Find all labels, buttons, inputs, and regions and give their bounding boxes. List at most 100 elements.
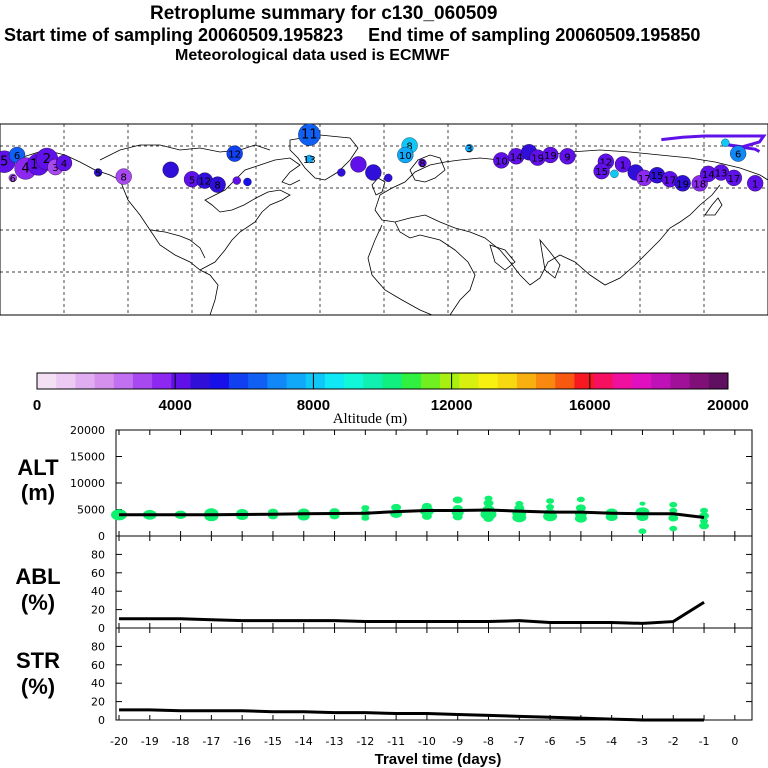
altitude-point <box>361 515 370 521</box>
plume-marker-label: 9 <box>564 152 570 163</box>
plume-marker <box>115 168 132 185</box>
colorbar-swatch <box>612 373 633 389</box>
y-tick-label: 15000 <box>70 451 105 464</box>
x-tick-label: -20 <box>110 735 128 748</box>
x-tick-label: -11 <box>387 735 405 748</box>
plume-marker <box>674 175 691 192</box>
plume-marker <box>305 154 314 164</box>
plume-marker-label: 19 <box>544 151 557 162</box>
colorbar-swatch <box>152 373 172 389</box>
plume-marker-label: 18 <box>693 179 706 190</box>
colorbar-swatch <box>209 373 230 389</box>
colorbar-swatch <box>132 373 153 389</box>
colorbar-swatch <box>344 373 364 389</box>
x-tick-label: -17 <box>202 735 220 748</box>
colorbar-swatch <box>420 373 441 389</box>
plume-marker-label: 1 <box>620 160 626 171</box>
altitude-point <box>361 505 370 511</box>
plume-marker-label: 12 <box>228 150 241 161</box>
plume-marker-label: 8 <box>214 181 220 192</box>
y-tick-label: 80 <box>91 640 105 653</box>
plume-marker <box>610 169 619 179</box>
plume-marker <box>465 144 474 153</box>
x-tick-label: -2 <box>668 735 679 748</box>
x-axis-label: Travel time (days) <box>375 751 502 768</box>
colorbar-swatch <box>94 373 115 389</box>
y-tick-label: 80 <box>91 548 105 561</box>
panel-ylabel: (%) <box>21 590 55 615</box>
plume-marker-label: 8 <box>419 159 425 170</box>
plume-marker-label: 4 <box>61 159 67 170</box>
plume-marker <box>365 164 382 181</box>
panel-frame <box>115 627 753 721</box>
colorbar-tick-label: 8000 <box>297 397 330 414</box>
plume-marker <box>350 156 367 173</box>
colorbar-tick-label: 20000 <box>707 397 749 414</box>
mean-line <box>119 508 705 519</box>
panel-ylabel: (m) <box>21 480 55 505</box>
colorbar-swatch <box>228 373 249 389</box>
altitude-point <box>546 504 555 510</box>
retroplume-map: 5641723465851281112138108310141919912151… <box>0 123 768 316</box>
plume-marker-label: 6 <box>10 174 16 185</box>
plume-marker-label: 8 <box>406 142 412 153</box>
plume-marker-label: 14 <box>702 170 715 181</box>
plume-marker-label: 10 <box>495 156 508 167</box>
altitude-point <box>669 525 678 532</box>
altitude-point <box>452 496 463 504</box>
y-tick-label: 20 <box>91 696 105 709</box>
str-panel: 80 60 40 20 0 STR(%) <box>16 627 753 727</box>
panel-ylabel: STR <box>16 648 60 673</box>
colorbar-swatch <box>37 373 57 389</box>
plume-marker <box>298 123 321 146</box>
altitude-point <box>639 501 646 506</box>
colorbar-tick-label: 0 <box>33 397 41 414</box>
plume-marker-label: 5 <box>189 175 195 186</box>
plot-title: Retroplume summary for c130_060509 <box>150 3 498 24</box>
plume-marker-label: 17 <box>638 174 651 185</box>
mean-line <box>119 600 705 625</box>
colorbar-swatch <box>708 373 729 389</box>
y-tick-label: 0 <box>98 714 105 727</box>
colorbar-swatch <box>248 373 268 389</box>
plume-marker-label: 5 <box>0 155 8 170</box>
panel-ylabel: ALT <box>17 455 59 480</box>
colorbar-swatch <box>440 373 460 389</box>
x-tick-label: -13 <box>326 735 344 748</box>
colorbar-tick-label: 4000 <box>159 397 192 414</box>
colorbar-swatch <box>363 373 383 389</box>
plume-marker <box>384 173 393 183</box>
y-tick-label: 0 <box>98 622 105 635</box>
plume-marker <box>232 176 241 185</box>
plume-marker-label: 12 <box>599 158 612 169</box>
colorbar-swatch <box>113 373 134 389</box>
altitude-point <box>546 498 555 504</box>
colorbar-swatch <box>56 373 76 389</box>
plume-marker-label: 3 <box>466 144 472 155</box>
x-tick-label: -8 <box>483 735 494 748</box>
x-tick-label: -5 <box>575 735 586 748</box>
colorbar-swatch <box>75 373 96 389</box>
plume-marker-label: 3 <box>52 163 58 174</box>
colorbar-tick-label: 12000 <box>431 397 473 414</box>
altitude-point <box>669 507 678 514</box>
colorbar-swatch <box>555 373 575 389</box>
plume-marker <box>747 175 764 192</box>
plume-marker-label: 11 <box>301 128 318 143</box>
plume-marker <box>721 138 730 147</box>
alt-panel: 20000 15000 10000 5000 0 ALT(m) <box>17 424 753 543</box>
y-tick-label: 5000 <box>77 504 105 517</box>
altitude-point <box>204 508 219 519</box>
mean-line <box>119 708 705 722</box>
colorbar-swatch <box>459 373 479 389</box>
plume-marker-label: 17 <box>663 175 676 186</box>
plume-marker <box>226 145 243 162</box>
plume-marker <box>397 146 414 164</box>
x-tick-label: -3 <box>637 735 648 748</box>
plume-marker <box>162 161 179 178</box>
x-tick-label: -6 <box>545 735 556 748</box>
x-tick-label: -1 <box>699 735 710 748</box>
plume-marker-label: 19 <box>676 179 689 190</box>
plume-marker <box>337 168 346 177</box>
